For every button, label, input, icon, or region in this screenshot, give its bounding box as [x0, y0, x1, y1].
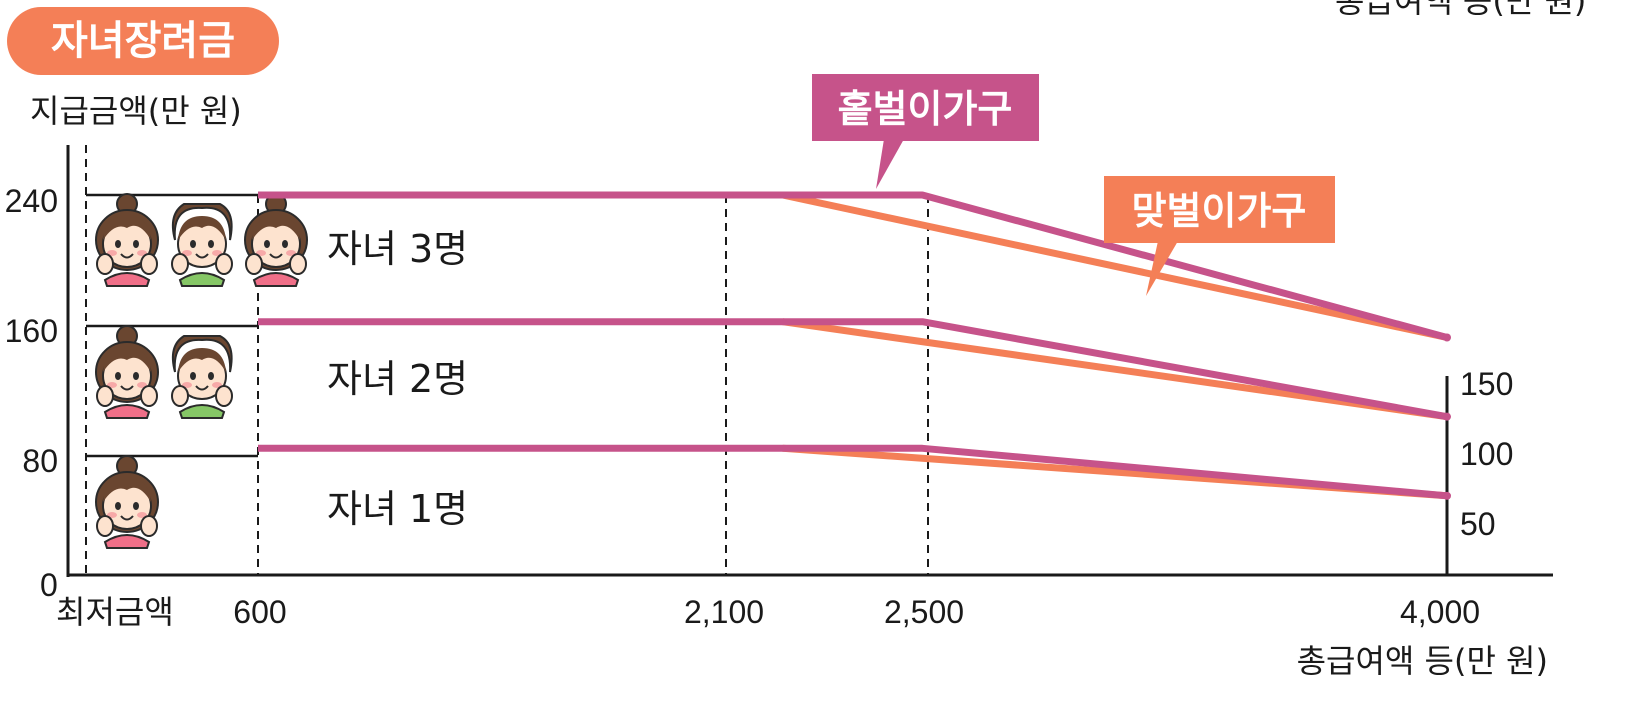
- legend-single-earner: 홑벌이가구: [838, 87, 1013, 131]
- x-tick-4000: 4,000: [1400, 594, 1480, 630]
- right-value-100: 100: [1460, 436, 1513, 472]
- y-tick-240: 240: [5, 183, 58, 219]
- boy-icon: [171, 335, 233, 419]
- callout-single-earner-box: [812, 74, 1039, 141]
- single-earner-line-1-children: [258, 444, 1448, 500]
- y-tick-80: 80: [22, 443, 58, 479]
- min-amount-label: 최저금액: [56, 593, 174, 631]
- callout-single-earner-pointer: [876, 139, 904, 189]
- callout-dual-earner-box: [1104, 176, 1335, 243]
- right-value-150: 150: [1460, 366, 1513, 402]
- endpoint-marker-3-children: [1443, 333, 1451, 342]
- endpoint-marker-1-children: [1443, 491, 1451, 500]
- endpoint-marker-2-children: [1443, 412, 1451, 421]
- y-axis-label: 지급금액(만 원): [30, 92, 242, 130]
- dual-earner-line-2-children: [782, 318, 1448, 421]
- origin-tick: 0: [40, 567, 58, 603]
- x-tick-2500: 2,500: [884, 594, 964, 630]
- boy-icon: [171, 203, 233, 287]
- title-badge: 자녀장려금: [7, 7, 279, 75]
- callout-single-earner: 홑벌이가구: [812, 74, 1039, 189]
- row-label-1-child: 자녀 1명: [327, 487, 468, 531]
- girl-icon: [244, 193, 308, 287]
- x-tick-2100: 2,100: [684, 594, 764, 630]
- top-right-axis-label: 총급여액 등(만 원): [1335, 0, 1586, 20]
- girl-icon: [95, 455, 159, 549]
- row-label-2-children: 자녀 2명: [327, 357, 468, 401]
- row-label-3-children: 자녀 3명: [327, 227, 468, 271]
- callout-dual-earner: 맞벌이가구: [1104, 176, 1335, 296]
- single-earner-line-3-children: [258, 191, 1448, 341]
- callout-dual-earner-pointer: [1146, 241, 1178, 296]
- girl-icon: [95, 193, 159, 287]
- series-lines: [258, 191, 1451, 500]
- x-axis-label: 총급여액 등(만 원): [1297, 642, 1548, 680]
- children-illustrations: [95, 193, 308, 549]
- dual-earner-line-3-children: [781, 191, 1448, 341]
- single-earner-line-2-children: [258, 318, 1448, 421]
- legend-dual-earner: 맞벌이가구: [1132, 189, 1307, 233]
- chart-title: 자녀장려금: [51, 18, 235, 64]
- y-tick-160: 160: [5, 313, 58, 349]
- x-tick-600: 600: [233, 594, 286, 630]
- right-value-50: 50: [1460, 506, 1496, 542]
- title-badge-bg: [7, 7, 279, 75]
- girl-icon: [95, 325, 159, 419]
